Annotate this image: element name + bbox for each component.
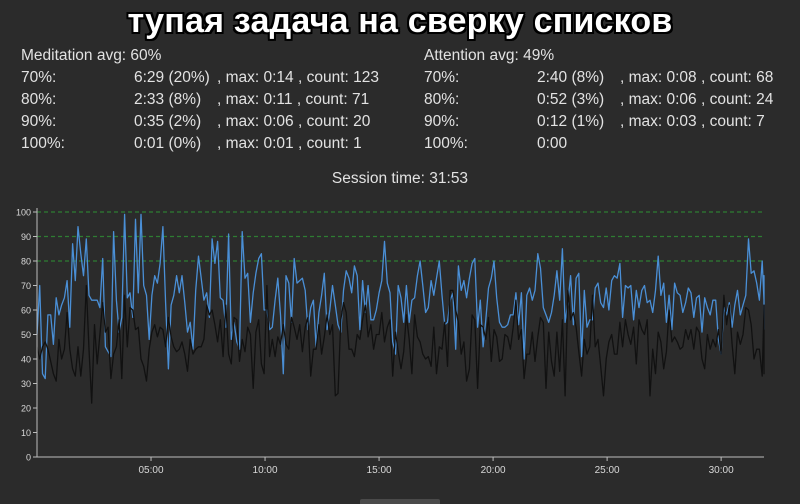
x-tick-label: 15:00 [367, 465, 392, 476]
y-tick-label: 30 [21, 379, 31, 389]
threshold-label: 100%: [21, 135, 65, 152]
y-tick-label: 0 [26, 453, 31, 463]
x-tick-label: 25:00 [595, 465, 620, 476]
series-line-2 [36, 284, 765, 404]
y-tick-label: 80 [21, 257, 31, 267]
threshold-label: 70%: [21, 69, 57, 86]
y-tick-label: 60 [21, 306, 31, 316]
threshold-label: 70%: [424, 69, 460, 86]
threshold-label: 90%: [21, 113, 57, 130]
horizontal-scrollbar[interactable] [360, 499, 440, 504]
threshold-label: 90%: [424, 113, 460, 130]
threshold-time: 0:00 [537, 135, 568, 152]
x-tick-label: 20:00 [481, 465, 506, 476]
threshold-time: 6:29 (20%) [134, 69, 210, 86]
threshold-time: 2:40 (8%) [537, 69, 605, 86]
threshold-time: 2:33 (8%) [134, 91, 202, 108]
eeg-line-chart: 0 10 20 30 40 50 60 70 80 90 100 05:00 10:00 15:00 20:… [16, 208, 765, 476]
y-tick-label: 10 [21, 428, 31, 438]
y-tick-label: 50 [21, 330, 31, 340]
threshold-max-count: , max: 0:06 , count: 20 [217, 113, 371, 130]
threshold-label: 80%: [424, 91, 460, 108]
x-tick-label: 05:00 [139, 465, 164, 476]
threshold-label: 100%: [424, 135, 468, 152]
threshold-label: 80%: [21, 91, 57, 108]
y-tick-label: 40 [21, 355, 31, 365]
session-time: Session time: 31:53 [331, 170, 469, 187]
x-tick-label: 30:00 [709, 465, 734, 476]
series-line-1 [36, 213, 765, 380]
y-tick-label: 70 [21, 281, 31, 291]
threshold-max-count: , max: 0:11 , count: 71 [217, 91, 370, 108]
y-tick-label: 100 [16, 208, 31, 218]
threshold-time: 0:35 (2%) [134, 113, 202, 130]
threshold-max-count: , max: 0:14 , count: 123 [217, 69, 379, 86]
meditation-avg-label: Meditation avg: 60% [21, 47, 162, 64]
attention-avg-label: Attention avg: 49% [424, 47, 555, 64]
y-tick-label: 20 [21, 404, 31, 414]
y-tick-label: 90 [21, 232, 31, 242]
threshold-time: 0:01 (0%) [134, 135, 202, 152]
x-tick-label: 10:00 [253, 465, 278, 476]
threshold-max-count: , max: 0:01 , count: 1 [217, 135, 362, 152]
threshold-max-count: , max: 0:06 , count: 24 [620, 91, 774, 108]
threshold-time: 0:12 (1%) [537, 113, 605, 130]
threshold-max-count: , max: 0:03 , count: 7 [620, 113, 765, 130]
page-title: тупая задача на сверку списков [127, 2, 673, 40]
threshold-time: 0:52 (3%) [537, 91, 605, 108]
threshold-max-count: , max: 0:08 , count: 68 [620, 69, 774, 86]
